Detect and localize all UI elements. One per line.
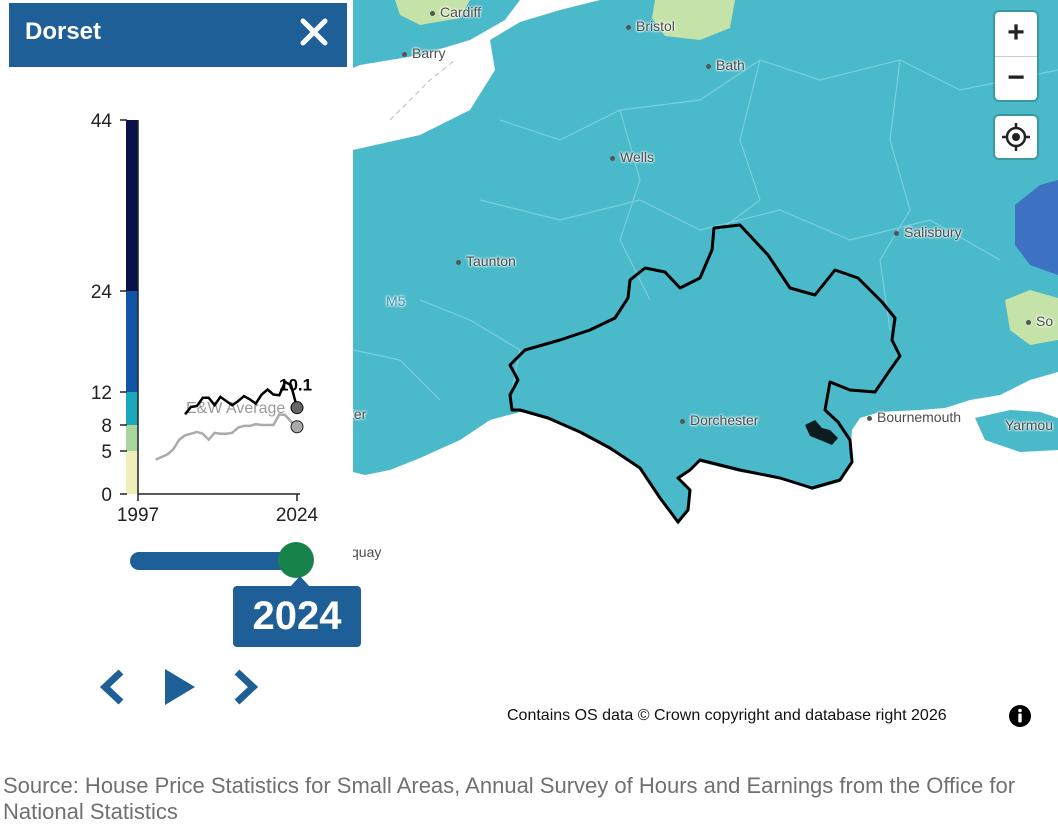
place-barry: Barry [402,45,445,61]
y-tick-label: 5 [101,442,112,463]
y-tick-label: 12 [91,383,112,404]
current-value-label: 10.1 [279,376,312,395]
place-label: Barry [412,45,446,61]
place-label: quay [351,544,382,560]
wales-land [353,0,520,68]
southampton-low-area [1005,290,1058,345]
y-tick-label: 44 [91,111,113,132]
panel-header: Dorset [9,3,347,67]
locate-button[interactable] [995,116,1037,158]
year-box-pointer [290,576,310,587]
place-label: Salisbury [904,224,962,240]
map-view[interactable]: Cardiff Barry Bristol Bath Wells Salisbu… [0,0,1058,760]
map-canvas[interactable] [0,0,1058,760]
place-label: Yarmou [1005,417,1053,433]
legend-band [126,291,138,392]
place-dot-icon [894,230,899,236]
crosshair-icon [1002,123,1030,151]
road-m5: M5 [386,293,405,309]
y-tick-label: 8 [101,416,112,437]
place-label: ter [350,406,367,422]
place-dot-icon [867,415,872,421]
x-tick-label: 1997 [117,505,159,526]
place-label: Taunton [466,253,516,269]
y-tick-label: 0 [101,485,112,506]
isle-of-wight [975,410,1058,452]
place-label: Bath [716,57,745,73]
zoom-in-button[interactable]: + [1007,16,1025,49]
place-exeter-fragment: ter [350,406,366,422]
place-southampton: So [1026,313,1053,329]
legend-band [126,120,138,291]
place-dot-icon [680,418,685,424]
poole-harbour [805,420,838,445]
place-taunton: Taunton [456,253,516,269]
place-label: Wells [620,149,654,165]
zoom-out-button[interactable]: − [1007,61,1025,94]
place-torquay-fragment: quay [351,544,381,560]
bristol-low-area [652,0,735,40]
place-yarmouth: Yarmou [1005,417,1053,433]
area-panel: Dorset 0 5 8 12 24 44 1997 2024 E&W Average 10.1 … [0,0,361,760]
legend-band [126,451,138,494]
source-note: Source: House Price Statistics for Small… [3,773,1016,824]
average-series-line [155,412,298,461]
ratio-chart: 0 5 8 12 24 44 1997 2024 E&W Average 10.1 [91,111,319,526]
map-attribution: Contains OS data © Crown copyright and d… [507,707,947,724]
x-tick-label: 2024 [276,505,319,526]
area-title: Dorset [25,18,102,45]
zoom-divider [995,56,1037,57]
place-dot-icon [626,24,631,30]
road-label: M5 [386,293,406,309]
average-end-marker [290,420,304,434]
close-icon[interactable] [299,17,329,47]
zoom-control: + − [995,12,1037,100]
place-cardiff: Cardiff [430,4,481,20]
chevron-right-icon[interactable] [231,668,261,706]
place-bath: Bath [706,57,745,73]
area-series-line [184,380,299,416]
year-slider-thumb[interactable] [278,542,314,578]
place-bournemouth: Bournemouth [867,409,961,425]
place-label: Bournemouth [877,409,962,425]
county-dashed-line [389,59,456,121]
year-slider-track[interactable] [130,552,298,570]
info-icon[interactable] [1009,705,1031,727]
place-dot-icon [456,259,461,265]
place-label: Dorchester [690,412,759,428]
place-bristol: Bristol [626,18,675,34]
place-dorchester: Dorchester [680,412,758,428]
current-year-display: 2024 [233,586,361,647]
play-icon[interactable] [163,667,197,707]
legend-band [126,425,138,451]
average-series-label: E&W Average [186,400,285,417]
dorset-boundary[interactable] [508,223,902,524]
area-end-marker [290,401,304,415]
y-tick-label: 24 [91,282,113,303]
district-boundaries [352,59,1058,401]
place-dot-icon [610,155,615,161]
chevron-left-icon[interactable] [97,668,127,706]
legend-band [126,392,138,425]
place-dot-icon [402,51,407,57]
place-label: So [1036,313,1054,329]
place-label: Cardiff [440,4,481,20]
place-dot-icon [430,10,435,16]
place-dot-icon [706,63,711,69]
place-salisbury: Salisbury [894,224,962,240]
place-label: Bristol [636,18,675,34]
high-price-area [1015,180,1058,275]
place-wells: Wells [610,149,654,165]
place-dot-icon [1026,319,1031,325]
